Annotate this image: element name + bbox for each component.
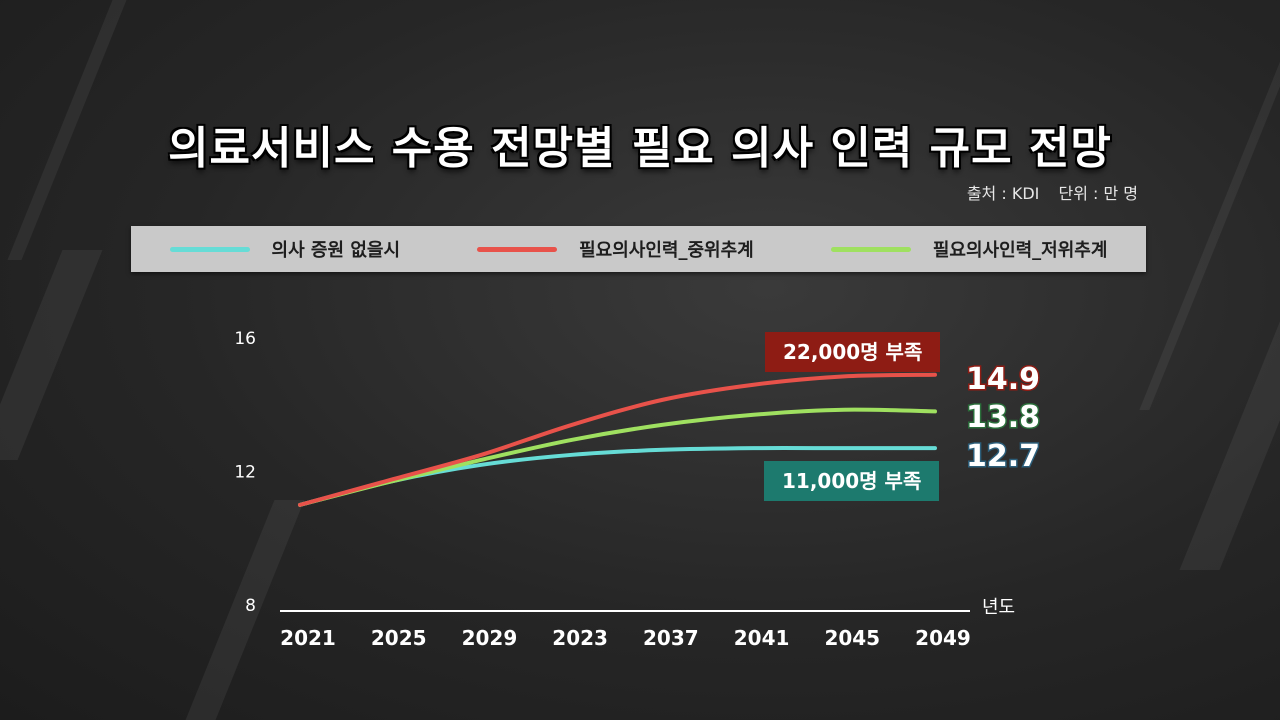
legend-swatch-low (830, 246, 911, 252)
y-tick-label: 16 (234, 329, 256, 349)
x-tick-label: 2045 (824, 626, 880, 650)
y-tick-group: 8 12 16 (234, 329, 256, 616)
x-tick-label: 2023 (552, 626, 608, 650)
legend-label-mid: 필요의사인력_중위추계 (579, 240, 754, 261)
legend-item-none: 의사 증원 없을시 (169, 236, 400, 262)
legend-label-low: 필요의사인력_저위추계 (932, 240, 1108, 261)
x-tick-label: 2029 (462, 626, 518, 650)
unit-label: 단위 : 만 명 (1058, 184, 1138, 203)
end-value-mid: 14.9 (966, 362, 1040, 397)
series-group (298, 372, 937, 507)
source-label: 출처 : KDI (966, 184, 1040, 203)
x-tick-label: 2041 (734, 626, 790, 650)
x-tick-label: 2021 (280, 626, 336, 650)
series-line-mid (298, 372, 937, 507)
legend-item-low: 필요의사인력_저위추계 (830, 236, 1108, 262)
x-tick-group: 2021 2025 2029 2023 2037 2041 2045 2049 (280, 626, 971, 650)
callout-mid-shortage: 22,000명 부족 (765, 332, 941, 372)
legend-swatch-none (169, 246, 250, 252)
y-tick-label: 12 (234, 463, 256, 483)
x-tick-label: 2037 (643, 626, 699, 650)
legend-swatch-mid (477, 246, 558, 252)
callout-low-shortage: 11,000명 부족 (764, 461, 940, 501)
end-value-none: 12.7 (966, 439, 1040, 474)
legend-label-none: 의사 증원 없을시 (271, 240, 400, 261)
x-tick-label: 2049 (915, 626, 971, 650)
end-value-low: 13.8 (966, 400, 1040, 435)
y-tick-label: 8 (245, 596, 256, 616)
x-axis-label: 년도 (982, 597, 1015, 618)
chart-title: 의료서비스 수용 전망별 필요 의사 인력 규모 전망 (168, 123, 1112, 174)
source-info: 출처 : KDI 단위 : 만 명 (953, 180, 1138, 204)
chart-legend: 의사 증원 없을시 필요의사인력_중위추계 필요의사인력_저위추계 (131, 226, 1146, 272)
legend-item-mid: 필요의사인력_중위추계 (477, 236, 754, 262)
x-tick-label: 2025 (371, 626, 427, 650)
